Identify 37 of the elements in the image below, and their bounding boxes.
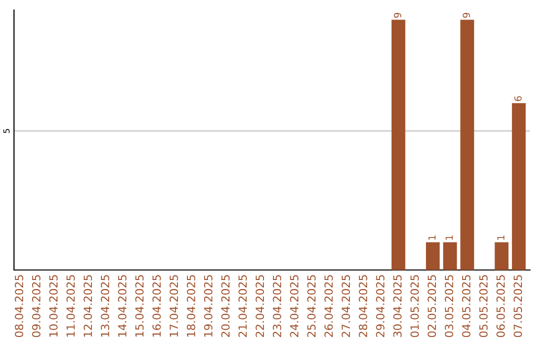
data-label: 1	[428, 236, 436, 240]
data-label: 6	[514, 96, 522, 102]
x-tick-label: 14.04.2025	[118, 275, 126, 337]
x-tick-label: 02.05.2025	[428, 275, 436, 338]
data-label: 9	[394, 12, 402, 18]
x-tick-label: 11.04.2025	[66, 275, 75, 337]
x-tick-label: 26.04.2025	[324, 275, 333, 337]
x-tick-label: 08.04.2025	[14, 275, 24, 338]
data-label: 9	[462, 12, 470, 18]
x-tick-label: 20.04.2025	[221, 275, 230, 337]
x-tick-label: 05.05.2025	[479, 275, 488, 338]
x-tick-label: 19.04.2025	[204, 275, 212, 337]
x-tick-label: 01.05.2025	[410, 275, 419, 338]
x-tick-label: 13.04.2025	[100, 275, 110, 337]
x-tick-label: 07.05.2025	[514, 275, 522, 338]
y-tick-label: 5	[3, 129, 10, 133]
x-tick-label: 28.04.2025	[358, 275, 368, 337]
x-tick-label: 09.04.2025	[32, 275, 40, 338]
x-tick-label: 10.04.2025	[49, 275, 58, 337]
x-tick-label: 29.04.2025	[376, 275, 384, 337]
x-tick-label: 03.05.2025	[444, 275, 454, 338]
x-tick-label: 04.05.2025	[462, 275, 470, 338]
x-tick-label: 18.04.2025	[186, 275, 196, 337]
x-tick-label: 16.04.2025	[152, 275, 161, 337]
data-label: 1	[446, 236, 453, 240]
data-label: 1	[497, 236, 504, 240]
x-tick-label: 17.04.2025	[170, 275, 178, 337]
x-tick-label: 21.04.2025	[238, 275, 247, 337]
x-tick-label: 12.04.2025	[84, 275, 92, 337]
x-tick-label: 25.04.2025	[307, 275, 316, 337]
x-tick-label: 23.04.2025	[272, 275, 282, 337]
x-tick-label: 22.04.2025	[256, 275, 264, 337]
x-tick-label: 15.04.2025	[135, 275, 144, 337]
x-tick-label: 06.05.2025	[496, 275, 505, 338]
x-tick-label: 24.04.2025	[290, 275, 298, 337]
x-tick-label: 30.04.2025	[393, 275, 402, 337]
x-tick-label: 27.04.2025	[342, 275, 350, 337]
